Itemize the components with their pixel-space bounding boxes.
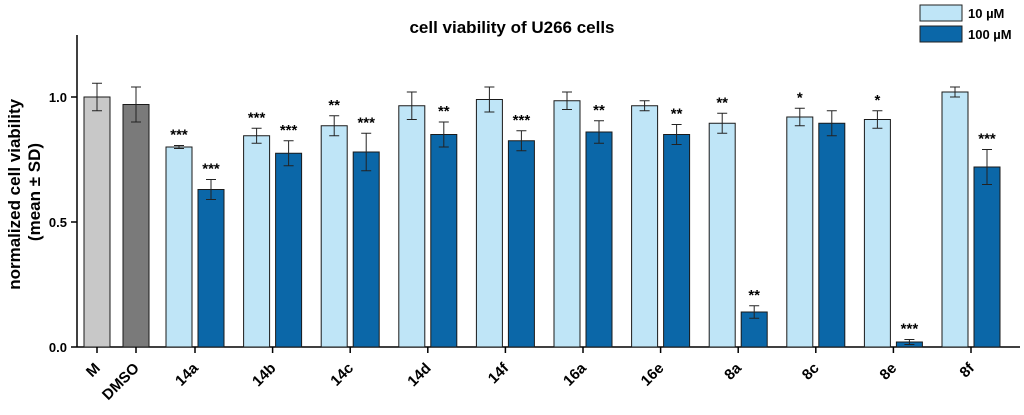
significance-label: *** bbox=[357, 114, 375, 131]
significance-label: ** bbox=[671, 106, 683, 123]
bar-14a-10um bbox=[165, 146, 193, 348]
bar-16a-10um bbox=[553, 100, 581, 348]
y-axis-label-line2: (mean ± SD) bbox=[25, 143, 44, 241]
significance-label: *** bbox=[978, 131, 996, 148]
bar-16e-10um bbox=[631, 105, 659, 348]
x-tick-label: 14b bbox=[249, 360, 279, 390]
bar-14f-10um bbox=[475, 99, 503, 348]
bar-8f-100um bbox=[973, 166, 1001, 348]
x-tick-label: 14c bbox=[327, 360, 357, 390]
x-tick-label: 16e bbox=[638, 360, 668, 390]
plot-area: 0.00.51.0MDMSO******14a******14b*****14c… bbox=[49, 35, 1020, 404]
significance-label: * bbox=[797, 89, 803, 106]
x-tick-label: 8a bbox=[721, 359, 745, 383]
significance-label: *** bbox=[202, 161, 220, 178]
y-tick-label: 1.0 bbox=[49, 90, 67, 105]
significance-label: *** bbox=[280, 122, 298, 139]
bar-16e-100um bbox=[663, 134, 691, 348]
bar-16a-100um bbox=[585, 131, 613, 348]
significance-label: ** bbox=[716, 94, 728, 111]
legend-swatch-10um bbox=[919, 4, 963, 22]
bar-8c-100um bbox=[818, 122, 846, 348]
significance-label: *** bbox=[170, 127, 188, 144]
bar-14d-10um bbox=[398, 105, 426, 348]
bar-control-m bbox=[83, 96, 111, 348]
x-tick-label: 14d bbox=[404, 360, 434, 390]
y-tick-label: 0.0 bbox=[49, 340, 67, 355]
bar-14b-100um bbox=[275, 152, 303, 348]
x-tick-label: 14f bbox=[485, 359, 513, 387]
significance-label: *** bbox=[513, 112, 531, 129]
significance-label: *** bbox=[901, 321, 919, 338]
bar-8f-10um bbox=[941, 91, 969, 348]
bar-14c-10um bbox=[320, 125, 348, 348]
significance-label: ** bbox=[328, 97, 340, 114]
bar-14f-100um bbox=[507, 140, 535, 348]
x-tick-label: DMSO bbox=[99, 360, 143, 404]
bar-8c-10um bbox=[786, 116, 814, 348]
significance-label: ** bbox=[593, 102, 605, 119]
legend: 10 µM 100 µM bbox=[919, 4, 1012, 43]
bar-8e-10um bbox=[863, 119, 891, 348]
significance-label: *** bbox=[248, 109, 266, 126]
bar-14d-100um bbox=[430, 134, 458, 348]
bar-8a-10um bbox=[708, 122, 736, 348]
significance-label: ** bbox=[438, 103, 450, 120]
significance-label: * bbox=[874, 92, 880, 109]
y-tick-label: 0.5 bbox=[49, 215, 67, 230]
bar-control-dmso bbox=[122, 104, 150, 348]
bar-14c-100um bbox=[352, 151, 380, 348]
x-tick-label: 8c bbox=[799, 360, 823, 384]
x-tick-label: 16a bbox=[560, 359, 590, 389]
legend-label-10um: 10 µM bbox=[968, 6, 1004, 21]
chart-title: cell viability of U266 cells bbox=[409, 18, 614, 37]
x-tick-label: 8e bbox=[876, 360, 900, 384]
legend-swatch-100um bbox=[919, 25, 963, 43]
y-axis-label: normalized cell viability (mean ± SD) bbox=[5, 94, 44, 290]
significance-label: ** bbox=[748, 287, 760, 304]
x-tick-label: M bbox=[83, 360, 104, 381]
y-axis-label-line1: normalized cell viability bbox=[5, 98, 24, 289]
x-tick-label: 8f bbox=[956, 359, 978, 381]
x-tick-label: 14a bbox=[172, 359, 202, 389]
legend-label-100um: 100 µM bbox=[968, 27, 1012, 42]
bar-14a-100um bbox=[197, 189, 225, 348]
bar-14b-10um bbox=[243, 135, 271, 348]
